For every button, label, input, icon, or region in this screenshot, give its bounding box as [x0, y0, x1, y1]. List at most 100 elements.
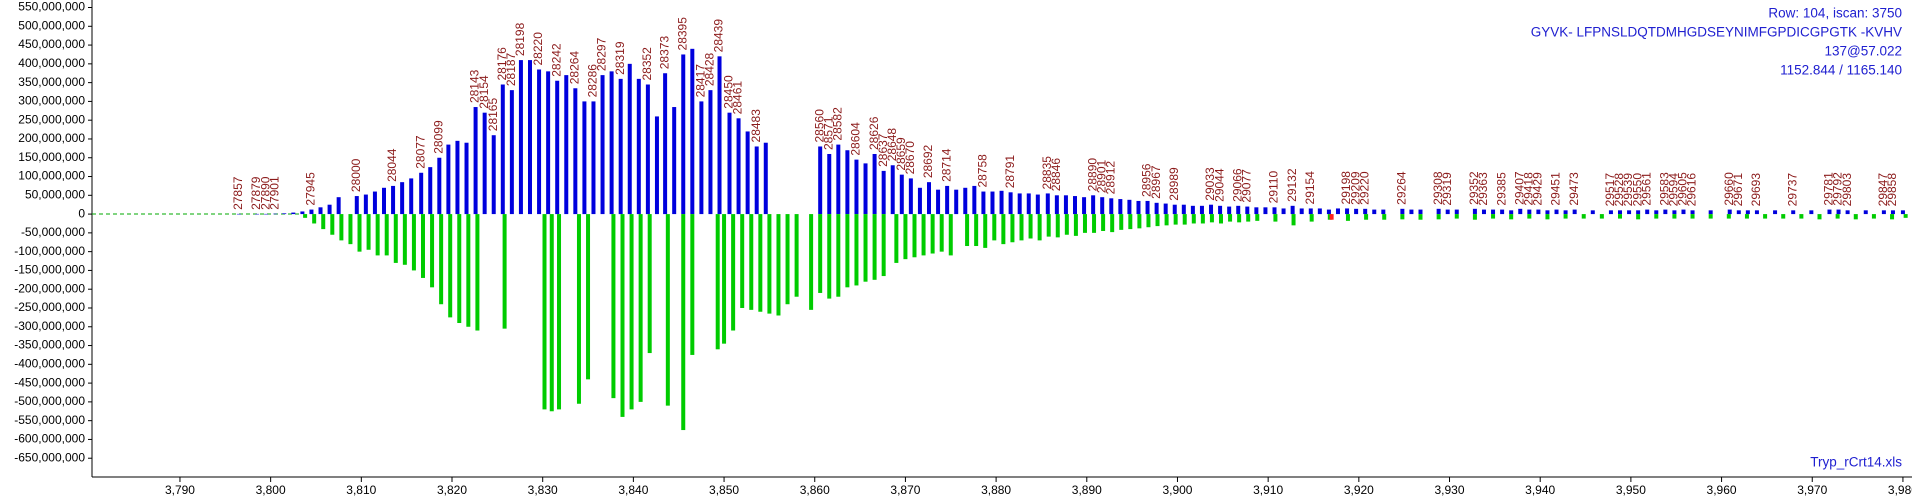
- bar: [836, 214, 841, 297]
- bar: [1509, 214, 1514, 220]
- bar: [1418, 209, 1423, 215]
- y-tick-label: 300,000,000: [18, 94, 85, 108]
- info-line: Row: 104, iscan: 3750: [1768, 6, 1902, 21]
- bar: [1509, 210, 1514, 215]
- bar: [576, 214, 581, 404]
- x-tick-label: 3,870: [890, 483, 920, 497]
- bar: [894, 214, 899, 263]
- point-label: 28648: [885, 128, 899, 162]
- bar: [917, 187, 922, 215]
- x-tick-label: 3,800: [256, 483, 286, 497]
- bar: [1364, 214, 1369, 220]
- bar: [282, 213, 287, 215]
- bar: [638, 214, 643, 402]
- point-label: 28450: [722, 75, 736, 109]
- bar: [1317, 208, 1322, 215]
- y-tick-label: 350,000,000: [18, 75, 85, 89]
- bar: [1335, 208, 1340, 215]
- bar: [690, 48, 695, 215]
- bar: [1173, 214, 1178, 225]
- bar: [620, 214, 625, 417]
- bar: [740, 214, 745, 308]
- point-label: 29044: [1212, 168, 1226, 202]
- point-label: 28000: [349, 158, 363, 192]
- bar: [1109, 198, 1114, 215]
- x-tick-label: 3,940: [1525, 483, 1555, 497]
- y-tick-label: -500,000,000: [14, 394, 85, 408]
- bar: [411, 214, 416, 271]
- bar: [1037, 214, 1042, 241]
- x-tick-label: 3,920: [1344, 483, 1374, 497]
- bar: [927, 182, 932, 215]
- x-tick-label: 3,960: [1707, 483, 1737, 497]
- point-label: 28626: [867, 116, 881, 150]
- point-label: 29352: [1467, 171, 1481, 205]
- bar: [1119, 214, 1124, 230]
- bar: [1246, 214, 1251, 222]
- y-tick-label: -250,000,000: [14, 300, 85, 314]
- bar: [549, 214, 554, 412]
- point-label: 28198: [513, 22, 527, 56]
- point-label: 28319: [613, 41, 627, 75]
- bar: [1136, 200, 1141, 215]
- bar: [1745, 210, 1750, 215]
- bar: [1871, 214, 1876, 219]
- bar: [400, 182, 405, 215]
- bar: [722, 214, 727, 344]
- x-tick-label: 3,930: [1435, 483, 1465, 497]
- bar: [542, 214, 547, 410]
- bar: [1291, 214, 1296, 226]
- bar: [992, 214, 997, 241]
- bar: [1073, 214, 1078, 236]
- point-label: 29154: [1303, 171, 1317, 205]
- bar: [1263, 207, 1268, 215]
- bar: [1890, 210, 1895, 215]
- bar: [1817, 214, 1822, 220]
- bar: [1245, 206, 1250, 215]
- bar: [776, 214, 781, 316]
- info-line: 1152.844 / 1165.140: [1780, 63, 1902, 78]
- point-label: 28714: [939, 148, 953, 182]
- bar: [854, 214, 859, 286]
- x-tick-label: 3,820: [437, 483, 467, 497]
- bar: [1345, 208, 1350, 215]
- y-tick-label: 500,000,000: [18, 18, 85, 32]
- point-label: 28791: [1003, 155, 1017, 189]
- bar: [366, 214, 371, 250]
- bar: [1863, 210, 1868, 215]
- bar: [749, 214, 754, 310]
- bar: [1445, 209, 1450, 215]
- point-label: 29110: [1267, 171, 1281, 204]
- bar: [1773, 210, 1778, 215]
- point-label: 28373: [657, 36, 671, 70]
- point-label: 29616: [1685, 173, 1699, 207]
- bar: [1008, 192, 1013, 215]
- bar: [758, 214, 763, 312]
- bar: [727, 112, 732, 215]
- y-tick-label: 250,000,000: [18, 112, 85, 126]
- point-label: 29528: [1612, 173, 1626, 207]
- bar: [1636, 214, 1641, 220]
- bar: [627, 63, 632, 215]
- bar: [731, 214, 736, 331]
- bar: [1137, 214, 1142, 229]
- point-label: 28560: [812, 109, 826, 143]
- bar: [264, 213, 269, 215]
- bar: [1181, 204, 1186, 215]
- bar: [1046, 214, 1051, 237]
- bar: [609, 71, 614, 215]
- point-label: 28967: [1149, 165, 1163, 199]
- bar: [981, 191, 986, 215]
- x-tick-label: 3,880: [981, 483, 1011, 497]
- bar: [1326, 209, 1331, 215]
- bar: [1228, 214, 1233, 222]
- point-label: 29220: [1357, 171, 1371, 205]
- point-label: 27890: [258, 176, 272, 210]
- point-label: 28901: [1094, 159, 1108, 193]
- bar: [809, 214, 814, 310]
- bar: [1363, 208, 1368, 215]
- y-tick-label: 550,000,000: [18, 0, 85, 14]
- point-label: 29319: [1440, 172, 1454, 206]
- point-label: 27945: [304, 172, 318, 206]
- bar: [1110, 214, 1115, 233]
